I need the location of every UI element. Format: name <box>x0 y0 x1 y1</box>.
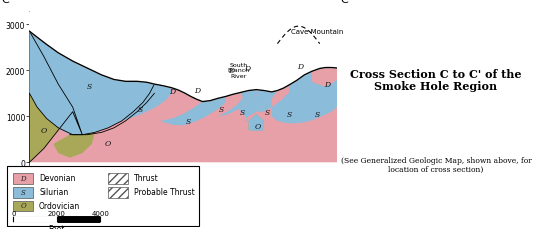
Text: D: D <box>169 88 175 95</box>
Text: S: S <box>137 106 143 114</box>
Text: O: O <box>20 201 26 209</box>
Text: S: S <box>315 111 320 118</box>
Text: S: S <box>286 111 292 118</box>
Text: Devonian: Devonian <box>39 174 75 183</box>
Text: Cave Mountain: Cave Mountain <box>291 29 343 35</box>
Polygon shape <box>122 83 172 121</box>
Polygon shape <box>239 90 272 131</box>
Text: (See Generalized Geologic Map, shown above, for
location of cross section): (See Generalized Geologic Map, shown abo… <box>341 156 531 173</box>
FancyBboxPatch shape <box>108 174 128 184</box>
Text: D: D <box>20 174 26 182</box>
FancyBboxPatch shape <box>13 174 33 184</box>
Text: C': C' <box>340 0 351 5</box>
Text: Thrust: Thrust <box>134 174 159 183</box>
Text: C: C <box>2 0 10 5</box>
Polygon shape <box>272 68 337 124</box>
Text: Feet: Feet <box>49 224 65 229</box>
Polygon shape <box>312 68 337 87</box>
FancyBboxPatch shape <box>13 201 33 211</box>
Text: O: O <box>41 127 47 134</box>
Text: S: S <box>240 108 246 116</box>
Text: S: S <box>265 108 271 116</box>
Polygon shape <box>29 32 155 135</box>
Text: D: D <box>243 65 250 73</box>
Polygon shape <box>54 133 95 158</box>
Text: South
Branch
River: South Branch River <box>228 62 250 79</box>
Polygon shape <box>29 32 337 163</box>
Text: 0: 0 <box>11 210 16 215</box>
Text: S: S <box>21 188 26 196</box>
Text: D: D <box>324 81 331 89</box>
Text: Cross Section C to C' of the
Smoke Hole Region: Cross Section C to C' of the Smoke Hole … <box>350 68 522 92</box>
Polygon shape <box>207 93 243 117</box>
Polygon shape <box>29 11 337 102</box>
Text: 4000: 4000 <box>91 210 109 215</box>
Polygon shape <box>29 32 89 163</box>
Text: O: O <box>105 139 111 147</box>
Text: O: O <box>255 123 261 131</box>
Polygon shape <box>249 114 264 131</box>
Text: S: S <box>186 117 190 125</box>
Text: D: D <box>228 67 234 75</box>
FancyBboxPatch shape <box>108 187 128 198</box>
Text: S: S <box>86 83 91 91</box>
Text: Probable Thrust: Probable Thrust <box>134 187 195 196</box>
Text: S: S <box>219 106 224 114</box>
FancyBboxPatch shape <box>7 166 200 226</box>
Text: Silurian: Silurian <box>39 187 68 196</box>
Text: D: D <box>297 63 303 70</box>
FancyBboxPatch shape <box>13 187 33 198</box>
Text: D: D <box>195 86 201 94</box>
Text: Ordovician: Ordovician <box>39 201 80 210</box>
Polygon shape <box>272 86 289 108</box>
Polygon shape <box>218 90 256 117</box>
Polygon shape <box>160 91 226 126</box>
Polygon shape <box>145 85 202 121</box>
Text: 2000: 2000 <box>48 210 66 215</box>
Polygon shape <box>256 86 289 112</box>
